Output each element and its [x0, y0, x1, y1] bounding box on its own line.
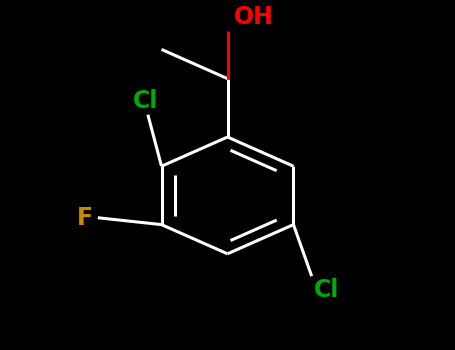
Text: F: F	[77, 206, 93, 230]
Text: Cl: Cl	[133, 89, 158, 113]
Text: OH: OH	[234, 5, 274, 29]
Text: Cl: Cl	[314, 278, 339, 302]
